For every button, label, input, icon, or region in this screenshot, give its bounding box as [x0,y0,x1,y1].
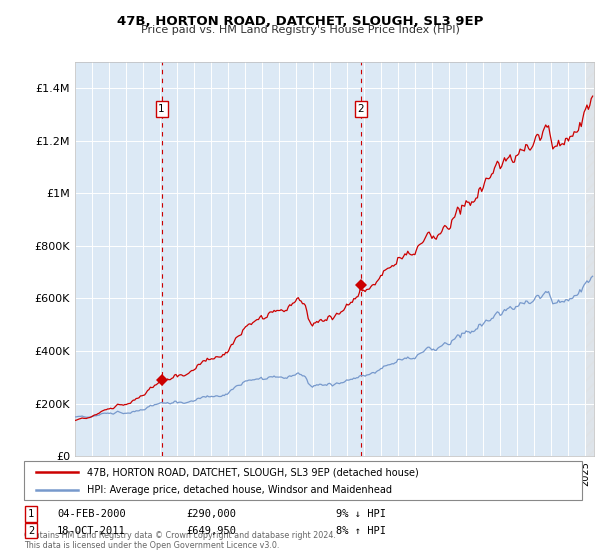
Text: 1: 1 [158,104,165,114]
Text: 1: 1 [28,509,34,519]
Text: 8% ↑ HPI: 8% ↑ HPI [336,526,386,536]
Text: 47B, HORTON ROAD, DATCHET, SLOUGH, SL3 9EP (detached house): 47B, HORTON ROAD, DATCHET, SLOUGH, SL3 9… [87,467,419,477]
Text: HPI: Average price, detached house, Windsor and Maidenhead: HPI: Average price, detached house, Wind… [87,485,392,495]
Text: Price paid vs. HM Land Registry's House Price Index (HPI): Price paid vs. HM Land Registry's House … [140,25,460,35]
Text: 18-OCT-2011: 18-OCT-2011 [57,526,126,536]
Text: Contains HM Land Registry data © Crown copyright and database right 2024.
This d: Contains HM Land Registry data © Crown c… [24,530,336,550]
Text: 9% ↓ HPI: 9% ↓ HPI [336,509,386,519]
Text: £649,950: £649,950 [186,526,236,536]
Text: 47B, HORTON ROAD, DATCHET, SLOUGH, SL3 9EP: 47B, HORTON ROAD, DATCHET, SLOUGH, SL3 9… [117,15,483,27]
Bar [586,62,594,456]
Text: 2: 2 [358,104,364,114]
Text: 2: 2 [28,526,34,536]
Text: £290,000: £290,000 [186,509,236,519]
Text: 04-FEB-2000: 04-FEB-2000 [57,509,126,519]
